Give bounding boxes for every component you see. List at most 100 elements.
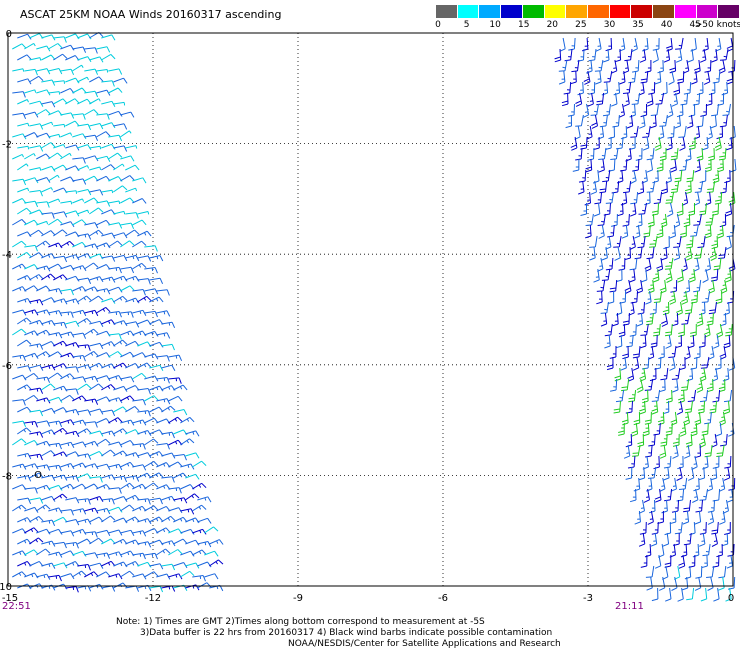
wind-barb	[48, 263, 63, 270]
wind-barb	[41, 540, 56, 547]
wind-barb	[729, 125, 736, 140]
wind-barb	[77, 295, 92, 303]
wind-barb	[89, 123, 104, 130]
wind-barb	[101, 34, 116, 41]
wind-barb	[633, 411, 641, 426]
wind-barb	[712, 455, 720, 469]
wind-barb	[648, 499, 656, 514]
wind-barb	[120, 395, 135, 402]
wind-barb	[628, 389, 637, 403]
wind-barb	[108, 68, 123, 75]
wind-barb	[77, 165, 90, 171]
wind-barb	[707, 499, 715, 513]
wind-barb	[89, 189, 104, 196]
wind-barb	[89, 98, 101, 105]
wind-barb	[709, 400, 717, 414]
wind-barb	[149, 255, 164, 262]
wind-barb	[632, 356, 640, 371]
wind-barb	[77, 76, 89, 83]
wind-barb	[89, 145, 102, 150]
wind-barb	[96, 46, 111, 53]
wind-barb	[72, 441, 87, 448]
wind-barb	[60, 419, 75, 426]
wind-barb	[125, 297, 140, 304]
wind-barb	[53, 255, 68, 263]
wind-barb	[144, 528, 159, 534]
wind-barb	[101, 122, 116, 129]
wind-barb	[728, 59, 736, 73]
wind-barb	[678, 324, 685, 337]
wind-barb	[156, 462, 171, 468]
wind-barb	[77, 364, 92, 371]
wind-barb	[161, 321, 176, 329]
wind-barb	[161, 585, 176, 592]
wind-barb	[60, 240, 75, 248]
wind-barb	[625, 147, 632, 162]
wind-barb	[627, 455, 636, 469]
wind-barb	[672, 433, 680, 447]
wind-barb	[89, 383, 104, 391]
wind-barb	[659, 444, 667, 459]
wind-barb	[668, 345, 677, 358]
wind-barb	[132, 219, 147, 226]
wind-barb	[24, 111, 39, 118]
legend-swatch	[522, 5, 545, 18]
wind-barb	[53, 562, 68, 569]
wind-barb	[722, 367, 730, 382]
wind-barb	[607, 224, 615, 238]
wind-barb	[137, 255, 152, 262]
wind-barb	[60, 176, 75, 183]
wind-barb	[624, 279, 632, 294]
wind-barb	[173, 472, 188, 479]
wind-barb	[161, 431, 175, 439]
wind-barb	[173, 538, 188, 545]
wind-barb	[125, 560, 140, 567]
wind-barb	[600, 301, 609, 314]
wind-barb	[156, 398, 171, 405]
wind-barb	[621, 224, 629, 239]
wind-barb	[596, 279, 606, 292]
wind-barb	[84, 440, 99, 447]
wind-barb	[598, 224, 605, 239]
wind-barb	[659, 148, 667, 161]
wind-barb	[180, 528, 195, 535]
wind-barb	[654, 136, 662, 151]
wind-barb	[681, 290, 688, 305]
wind-barb	[633, 477, 641, 492]
wind-barb	[36, 573, 51, 580]
wind-barb	[652, 268, 660, 283]
wind-barb	[629, 268, 636, 283]
wind-barb	[53, 229, 68, 237]
wind-barb	[642, 136, 650, 151]
wind-barb	[60, 132, 73, 138]
wind-barb	[29, 364, 44, 371]
wind-barb	[60, 483, 75, 490]
wind-barb	[691, 70, 698, 85]
wind-barb	[53, 187, 68, 194]
wind-barb	[77, 538, 92, 545]
wind-barb	[685, 433, 693, 448]
wind-barb	[132, 262, 147, 270]
wind-barb	[113, 254, 128, 262]
wind-barb	[41, 474, 56, 482]
wind-barb	[665, 191, 675, 204]
legend-swatch	[653, 5, 675, 18]
wind-barb	[635, 147, 643, 161]
wind-barb	[630, 290, 639, 304]
wind-barb	[65, 542, 79, 549]
wind-barb	[688, 103, 696, 118]
wind-barb	[677, 455, 684, 470]
wind-barb	[650, 103, 659, 116]
x-tick-label: -15	[2, 593, 18, 604]
wind-barb	[77, 383, 92, 391]
wind-barb	[591, 114, 598, 129]
wind-barb	[84, 507, 99, 514]
wind-barb	[700, 587, 708, 602]
wind-barb	[641, 389, 649, 404]
wind-barb	[144, 571, 159, 578]
y-tick-label: -6	[2, 361, 12, 372]
wind-barb	[60, 288, 74, 296]
wind-barb	[673, 213, 681, 228]
wind-barb	[620, 356, 627, 371]
wind-barb	[645, 565, 655, 578]
